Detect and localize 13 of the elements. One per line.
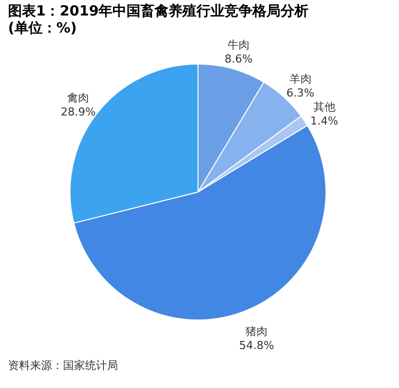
- slice-label: 其他: [313, 100, 336, 114]
- slice-label: 猪肉: [246, 325, 268, 338]
- text: 资料来源：国家统计局: [7, 358, 119, 374]
- slice-label: 牛肉: [228, 38, 250, 52]
- data-label: 54.8%: [239, 339, 274, 352]
- chart-title: 图表1：2019年中国畜禽养殖行业竞争格局分析: [8, 2, 309, 20]
- data-label: 8.6%: [224, 52, 253, 66]
- data-label: 1.4%: [310, 114, 338, 128]
- slice-label: 禽肉: [67, 91, 90, 104]
- data-label: 28.9%: [60, 105, 96, 118]
- chart-subtitle: (单位：%): [8, 20, 77, 37]
- slice-label: 羊肉: [289, 72, 312, 86]
- data-label: 6.3%: [286, 86, 314, 100]
